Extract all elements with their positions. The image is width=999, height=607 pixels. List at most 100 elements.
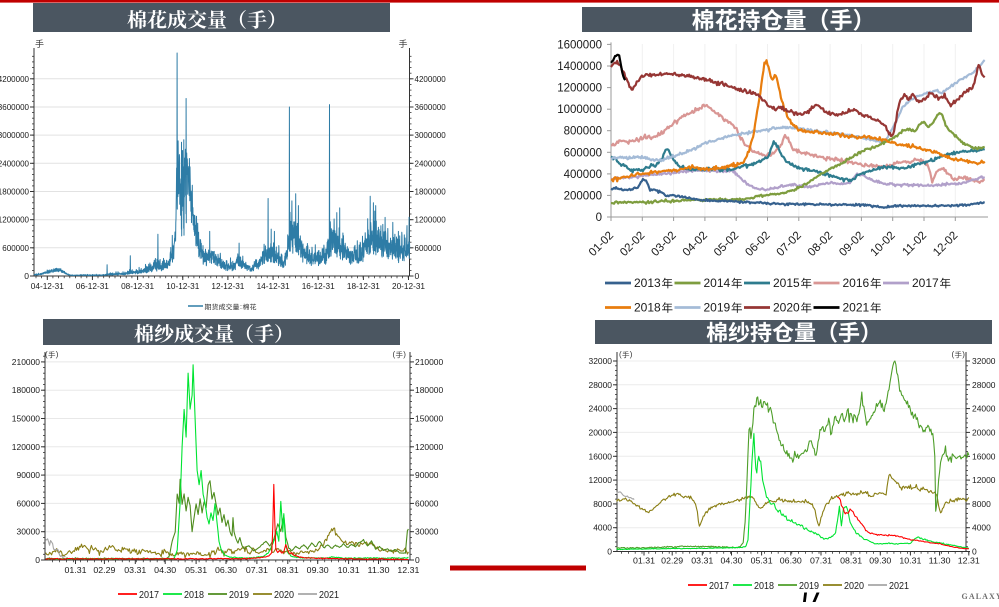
svg-text:2021: 2021: [843, 301, 870, 315]
svg-text:28000: 28000: [972, 380, 996, 390]
svg-text:2018: 2018: [754, 580, 774, 592]
svg-text:12000: 12000: [972, 475, 996, 485]
svg-text:200000: 200000: [564, 190, 602, 202]
svg-text:3000000: 3000000: [0, 130, 29, 140]
svg-text:02.29: 02.29: [661, 556, 683, 566]
svg-text:): ): [403, 350, 406, 359]
svg-text:08.31: 08.31: [840, 556, 862, 566]
svg-text:07.31: 07.31: [810, 556, 832, 566]
svg-text:1800000: 1800000: [415, 187, 446, 197]
svg-text:16000: 16000: [589, 451, 613, 461]
svg-text:210000: 210000: [12, 357, 40, 367]
svg-text:2013: 2013: [634, 276, 661, 290]
svg-text:1800000: 1800000: [0, 187, 29, 197]
svg-text:2020: 2020: [844, 580, 864, 592]
svg-text:4200000: 4200000: [415, 74, 446, 84]
svg-text:2018: 2018: [634, 301, 661, 315]
svg-text:): ): [630, 350, 633, 359]
svg-text:400000: 400000: [564, 169, 602, 181]
svg-text:1400000: 1400000: [557, 61, 602, 73]
svg-text:16000: 16000: [972, 451, 996, 461]
svg-text:8000: 8000: [972, 499, 991, 509]
svg-text:1200000: 1200000: [415, 215, 446, 225]
svg-text:600000: 600000: [415, 243, 442, 253]
svg-text:1000000: 1000000: [557, 104, 602, 116]
svg-text:2016: 2016: [843, 276, 870, 290]
svg-text:4000: 4000: [593, 523, 612, 533]
svg-text:210000: 210000: [415, 357, 443, 367]
svg-text:120000: 120000: [12, 442, 40, 452]
svg-text:8000: 8000: [593, 499, 612, 509]
svg-text:0: 0: [596, 212, 602, 224]
svg-text:24000: 24000: [972, 404, 996, 414]
svg-text:02.29: 02.29: [93, 565, 115, 575]
svg-text:06-12-31: 06-12-31: [76, 281, 109, 291]
svg-text:600000: 600000: [564, 147, 602, 159]
svg-text:1200000: 1200000: [0, 215, 29, 225]
svg-text:90000: 90000: [17, 470, 41, 480]
svg-text:2017: 2017: [912, 276, 939, 290]
svg-text:2019: 2019: [704, 301, 731, 315]
svg-text:08-12-31: 08-12-31: [121, 281, 154, 291]
svg-text:150000: 150000: [12, 414, 40, 424]
svg-text:2400000: 2400000: [0, 158, 29, 168]
svg-text:GALAXY F: GALAXY F: [962, 592, 999, 601]
svg-text:180000: 180000: [415, 385, 443, 395]
svg-text:2017: 2017: [139, 589, 159, 601]
svg-text:10.31: 10.31: [899, 556, 921, 566]
svg-text:09.30: 09.30: [869, 556, 891, 566]
svg-text:2018: 2018: [184, 589, 204, 601]
svg-text:03.31: 03.31: [691, 556, 713, 566]
svg-text:30000: 30000: [17, 527, 41, 537]
svg-text:4200000: 4200000: [0, 74, 29, 84]
svg-text:120000: 120000: [415, 442, 443, 452]
svg-text:2019: 2019: [229, 589, 249, 601]
svg-text:01.31: 01.31: [633, 556, 655, 566]
svg-text:(: (: [45, 350, 48, 359]
svg-text:05.31: 05.31: [185, 565, 207, 575]
svg-text:0: 0: [607, 547, 612, 557]
svg-text:90000: 90000: [415, 470, 439, 480]
svg-text:2020: 2020: [274, 589, 294, 601]
svg-text:1200000: 1200000: [557, 83, 602, 95]
svg-text:2020: 2020: [773, 301, 800, 315]
svg-text:0: 0: [24, 271, 29, 281]
svg-text:1600000: 1600000: [557, 39, 602, 51]
svg-text:2021: 2021: [319, 589, 339, 601]
svg-text:60000: 60000: [415, 498, 439, 508]
svg-text:3000000: 3000000: [415, 130, 446, 140]
svg-text:14-12-31: 14-12-31: [257, 281, 290, 291]
svg-text:04.30: 04.30: [721, 556, 743, 566]
svg-text:11.30: 11.30: [368, 565, 390, 575]
svg-text:0: 0: [415, 271, 420, 281]
svg-text:24000: 24000: [589, 404, 613, 414]
svg-text:150000: 150000: [415, 414, 443, 424]
svg-text:12.31: 12.31: [397, 565, 419, 575]
svg-text:04.30: 04.30: [154, 565, 176, 575]
svg-text::: :: [240, 304, 242, 311]
svg-text:28000: 28000: [589, 380, 613, 390]
svg-text:20000: 20000: [589, 427, 613, 437]
svg-text:2014: 2014: [704, 276, 731, 290]
svg-text:06.30: 06.30: [215, 565, 237, 575]
svg-text:30000: 30000: [415, 527, 439, 537]
svg-text:2017: 2017: [709, 580, 729, 592]
svg-text:600000: 600000: [2, 243, 29, 253]
svg-text:2400000: 2400000: [415, 158, 446, 168]
svg-text:20000: 20000: [972, 427, 996, 437]
svg-text:05.31: 05.31: [751, 556, 773, 566]
svg-text:12-12-31: 12-12-31: [211, 281, 244, 291]
svg-text:12.31: 12.31: [958, 556, 980, 566]
svg-text:180000: 180000: [12, 385, 40, 395]
svg-text:(: (: [952, 350, 955, 359]
svg-text:32000: 32000: [972, 356, 996, 366]
svg-text:(: (: [393, 350, 396, 359]
svg-text:0: 0: [415, 555, 420, 565]
svg-text:01.31: 01.31: [65, 565, 87, 575]
svg-text:2015: 2015: [773, 276, 800, 290]
svg-text:): ): [56, 350, 59, 359]
svg-text:06.30: 06.30: [780, 556, 802, 566]
svg-text:18-12-31: 18-12-31: [347, 281, 380, 291]
svg-text:0: 0: [35, 555, 40, 565]
svg-text:04-12-31: 04-12-31: [31, 281, 64, 291]
